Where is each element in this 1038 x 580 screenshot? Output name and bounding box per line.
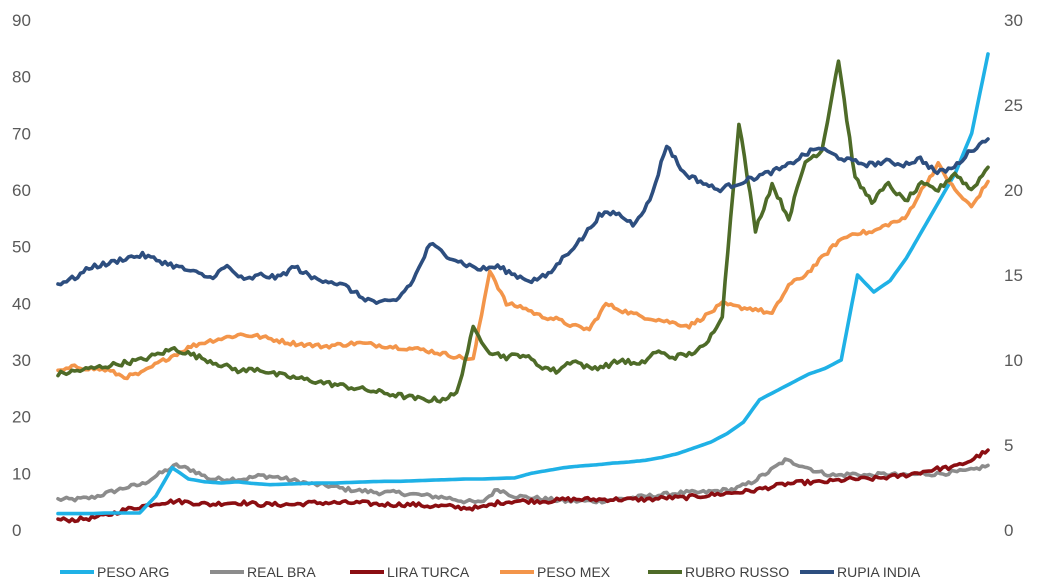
series-line-rupia-india: [56, 137, 990, 306]
y-right-tick-label: 10: [1004, 351, 1023, 370]
y-axis-left: 0 10 20 30 40 50 60 70 80 90: [12, 11, 31, 540]
y-left-tick-label: 60: [12, 181, 31, 200]
legend-label: RUPIA INDIA: [837, 564, 921, 580]
y-left-tick-label: 0: [12, 521, 21, 540]
legend-label: RUBRO RUSSO: [685, 564, 789, 580]
series-line-real-bra: [56, 457, 990, 505]
series-line-peso-mex: [56, 161, 990, 381]
y-left-tick-label: 70: [12, 124, 31, 143]
legend-label: LIRA TURCA: [387, 564, 470, 580]
y-right-tick-label: 15: [1004, 266, 1023, 285]
y-left-tick-label: 10: [12, 464, 31, 483]
legend-label: PESO MEX: [537, 564, 611, 580]
y-right-tick-label: 0: [1004, 521, 1013, 540]
y-right-tick-label: 20: [1004, 181, 1023, 200]
legend: PESO ARG REAL BRA LIRA TURCA PESO MEX RUBRO …: [60, 564, 921, 580]
y-left-tick-label: 40: [12, 294, 31, 313]
plot-area: [56, 52, 990, 524]
series-line-lira-turca: [56, 448, 990, 524]
y-left-tick-label: 20: [12, 408, 31, 427]
series-line-rubro-russo: [56, 59, 990, 404]
legend-label: REAL BRA: [247, 564, 316, 580]
y-right-tick-label: 25: [1004, 96, 1023, 115]
y-left-tick-label: 90: [12, 11, 31, 30]
y-left-tick-label: 80: [12, 68, 31, 87]
y-left-tick-label: 30: [12, 351, 31, 370]
legend-label: PESO ARG: [97, 564, 169, 580]
y-right-tick-label: 30: [1004, 11, 1023, 30]
y-axis-right: 0 5 10 15 20 25 30: [1004, 11, 1023, 540]
y-left-tick-label: 50: [12, 238, 31, 257]
y-right-tick-label: 5: [1004, 436, 1013, 455]
series-line-peso-arg: [56, 52, 990, 516]
